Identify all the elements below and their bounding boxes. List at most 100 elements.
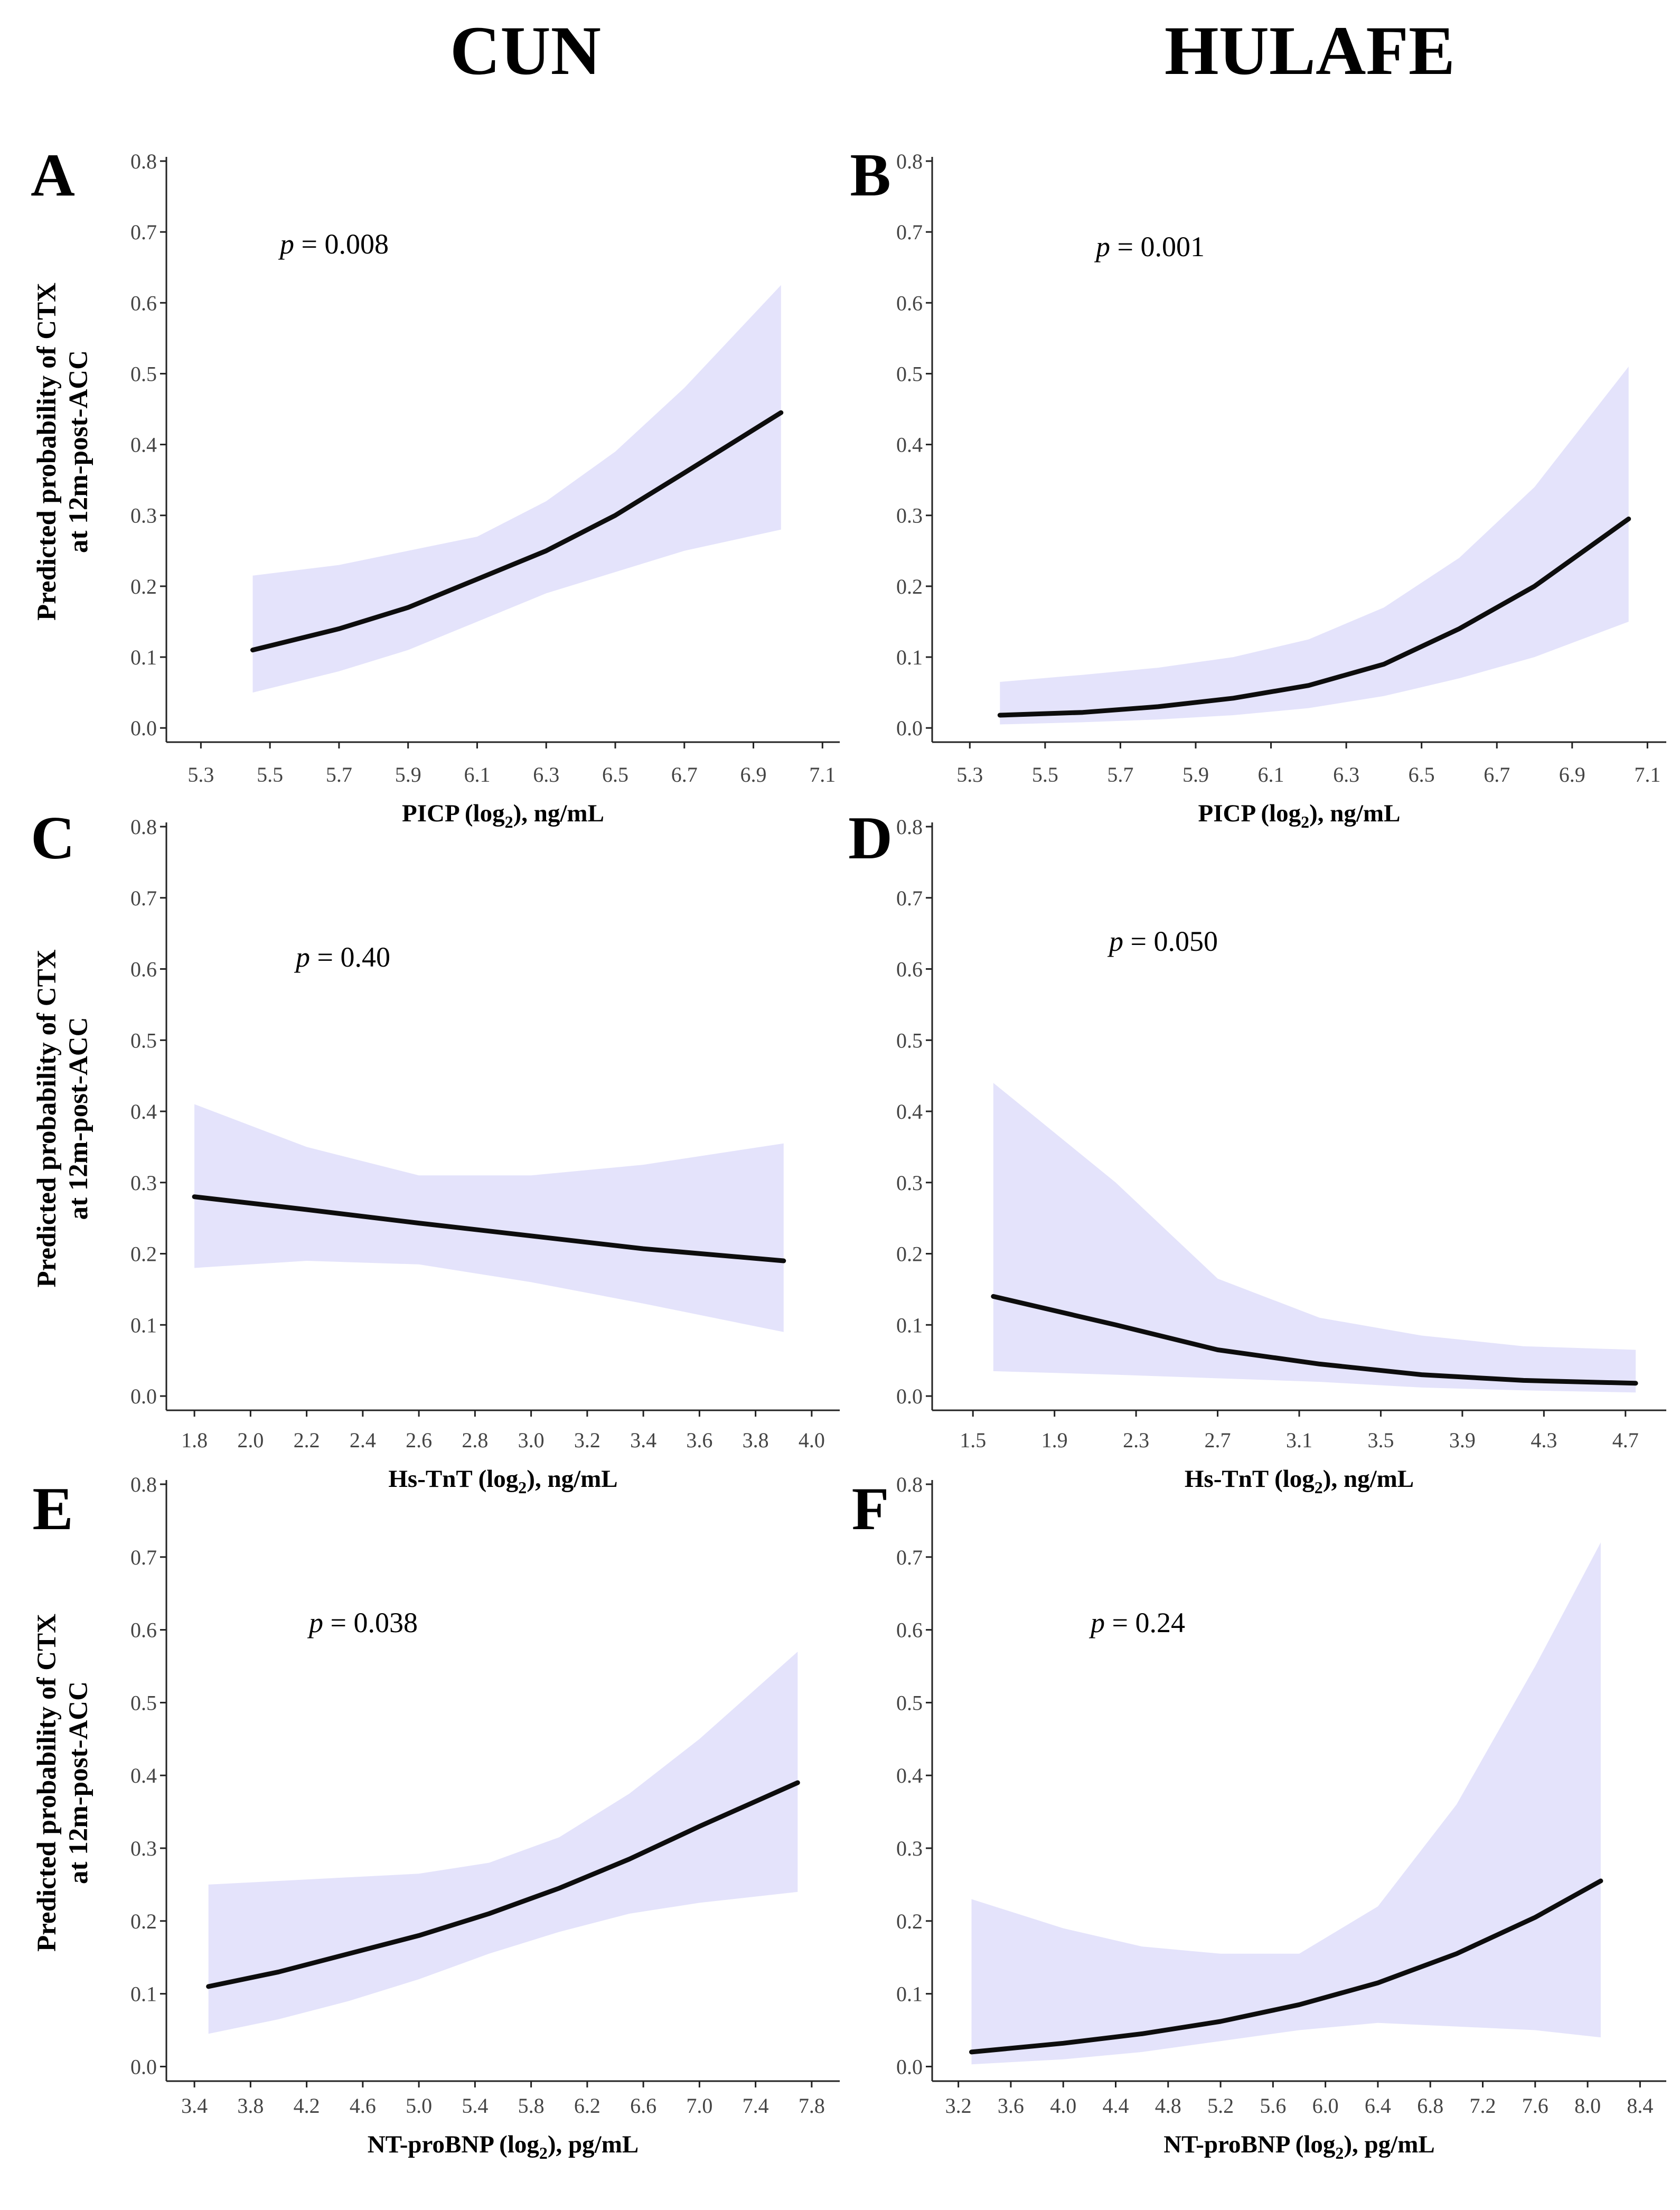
x-tick-label-c: 2.8 [462, 1428, 488, 1452]
x-tick-label-c: 3.8 [743, 1428, 769, 1452]
y-axis-title-line2-e: at 12m-post-ACC [64, 1681, 93, 1884]
x-tick-label-c: 2.2 [294, 1428, 320, 1452]
y-tick-label-c: 0.1 [130, 1313, 157, 1337]
x-tick-label-c: 3.0 [518, 1428, 545, 1452]
x-tick-label-e: 4.6 [350, 2094, 376, 2118]
x-axis-title-main: Hs-TnT (log [388, 1465, 518, 1493]
p-symbol: p [1094, 231, 1110, 263]
y-tick-label-a: 0.0 [130, 716, 157, 740]
p-value-annotation-e: p = 0.038 [307, 1607, 418, 1638]
confidence-band-d [993, 1083, 1636, 1393]
x-tick-label-c: 2.0 [237, 1428, 264, 1452]
chart-panel-d: 0.0 0.1 0.2 0.3 0.4 0.5 0.6 0.7 0.8 1.5 1.9 2.3 2.7 3… [848, 804, 1666, 1497]
x-axis-title-main: PICP (log [1198, 800, 1301, 827]
x-tick-label-b: 6.7 [1484, 763, 1510, 786]
y-tick-label-e: 0.1 [130, 1982, 157, 2006]
x-tick-label-a: 5.5 [257, 763, 283, 786]
y-tick-label-d: 0.2 [896, 1242, 923, 1266]
predicted-line-a [250, 410, 784, 653]
panel-letter-d: D [848, 804, 893, 872]
y-tick-label-a: 0.1 [130, 645, 157, 669]
x-tick-label-d: 3.9 [1449, 1428, 1476, 1452]
x-axis-title-subscript: 2 [539, 2143, 548, 2162]
y-axis-title-line1-e: Predicted probability of CTX [32, 1614, 62, 1952]
predicted-line-b [997, 516, 1631, 718]
x-tick-label-d: 2.3 [1123, 1428, 1149, 1452]
x-tick-label-f: 6.4 [1365, 2094, 1391, 2118]
x-tick-label-d: 4.3 [1531, 1428, 1557, 1452]
x-axis-title-main: PICP (log [402, 800, 505, 827]
confidence-band-c [194, 1104, 784, 1332]
y-tick-label-a: 0.2 [130, 575, 157, 598]
x-tick-label-f: 8.4 [1627, 2094, 1653, 2118]
x-tick-label-d: 4.7 [1612, 1428, 1639, 1452]
x-tick-label-f: 7.6 [1522, 2094, 1548, 2118]
x-tick-label-b: 6.3 [1333, 763, 1359, 786]
y-tick-label-a: 0.3 [130, 504, 157, 528]
p-value-annotation-c: p = 0.40 [294, 941, 390, 973]
x-tick-label-d: 3.5 [1367, 1428, 1394, 1452]
x-axis-title-unit: ), ng/mL [1309, 800, 1400, 827]
p-value-annotation-b: p = 0.001 [1094, 231, 1205, 263]
x-tick-label-e: 6.2 [574, 2094, 600, 2118]
x-axis-title-d: Hs-TnT (log2), ng/mL [1185, 1465, 1414, 1497]
x-tick-label-d: 1.9 [1041, 1428, 1068, 1452]
y-tick-label-b: 0.5 [896, 362, 923, 386]
x-tick-label-b: 5.5 [1032, 763, 1058, 786]
y-tick-label-a: 0.4 [130, 433, 157, 457]
x-axis-title-a: PICP (log2), ng/mL [402, 800, 604, 831]
chart-panel-e: 0.0 0.1 0.2 0.3 0.4 0.5 0.6 0.7 0.8 3.4 3.8 4.2 4.6 5… [32, 1473, 840, 2162]
x-axis-title-unit: ), pg/mL [1344, 2131, 1434, 2158]
panel-letter-f: F [852, 1475, 889, 1543]
y-tick-label-f: 0.8 [896, 1473, 923, 1496]
x-axis-title-subscript: 2 [1301, 812, 1309, 831]
y-tick-label-c: 0.3 [130, 1171, 157, 1195]
x-axis-title-subscript: 2 [518, 1478, 527, 1497]
y-tick-label-e: 0.2 [130, 1909, 157, 1933]
x-tick-label-e: 3.4 [181, 2094, 208, 2118]
y-tick-label-f: 0.2 [896, 1909, 923, 1933]
chart-panel-f: 0.0 0.1 0.2 0.3 0.4 0.5 0.6 0.7 0.8 3.2 3.6 4.0 4.4 4… [852, 1473, 1666, 2162]
y-tick-label-d: 0.3 [896, 1171, 923, 1195]
x-tick-label-f: 6.8 [1417, 2094, 1443, 2118]
p-symbol: p [294, 941, 310, 973]
x-tick-label-d: 3.1 [1286, 1428, 1312, 1452]
panel-letter-b: B [850, 142, 890, 209]
x-tick-label-e: 5.0 [406, 2094, 432, 2118]
p-value-text: = 0.24 [1105, 1607, 1185, 1638]
y-tick-label-f: 0.4 [896, 1764, 923, 1787]
y-tick-label-f: 0.6 [896, 1618, 923, 1642]
x-tick-label-f: 4.4 [1103, 2094, 1129, 2118]
confidence-band-f [971, 1542, 1601, 2065]
y-tick-label-f: 0.7 [896, 1546, 923, 1569]
panel-letter-c: C [31, 804, 75, 872]
x-axis-title-subscript: 2 [1335, 2143, 1344, 2162]
confidence-band-e [208, 1652, 798, 2034]
y-tick-label-a: 0.6 [130, 291, 157, 315]
x-tick-label-a: 6.7 [671, 763, 698, 786]
x-tick-label-f: 4.0 [1050, 2094, 1076, 2118]
panel-letter-a: A [31, 142, 75, 209]
p-value-text: = 0.050 [1123, 925, 1218, 957]
y-tick-label-e: 0.8 [130, 1473, 157, 1496]
x-tick-label-b: 6.1 [1258, 763, 1284, 786]
y-tick-label-a: 0.7 [130, 220, 157, 244]
y-tick-label-d: 0.8 [896, 815, 923, 839]
y-tick-label-c: 0.0 [130, 1384, 157, 1408]
p-symbol: p [278, 228, 294, 260]
y-tick-label-b: 0.0 [896, 716, 923, 740]
x-tick-label-e: 6.6 [630, 2094, 656, 2118]
x-tick-label-a: 6.1 [464, 763, 490, 786]
y-tick-label-b: 0.1 [896, 645, 923, 669]
y-tick-label-f: 0.3 [896, 1837, 923, 1860]
x-tick-label-c: 4.0 [799, 1428, 825, 1452]
x-tick-label-b: 7.1 [1634, 763, 1660, 786]
y-tick-label-e: 0.7 [130, 1546, 157, 1569]
y-tick-label-e: 0.0 [130, 2055, 157, 2078]
y-tick-label-b: 0.6 [896, 291, 923, 315]
x-tick-label-c: 3.4 [630, 1428, 656, 1452]
y-tick-label-e: 0.4 [130, 1764, 157, 1787]
x-tick-label-c: 3.6 [686, 1428, 712, 1452]
y-tick-label-b: 0.7 [896, 220, 923, 244]
